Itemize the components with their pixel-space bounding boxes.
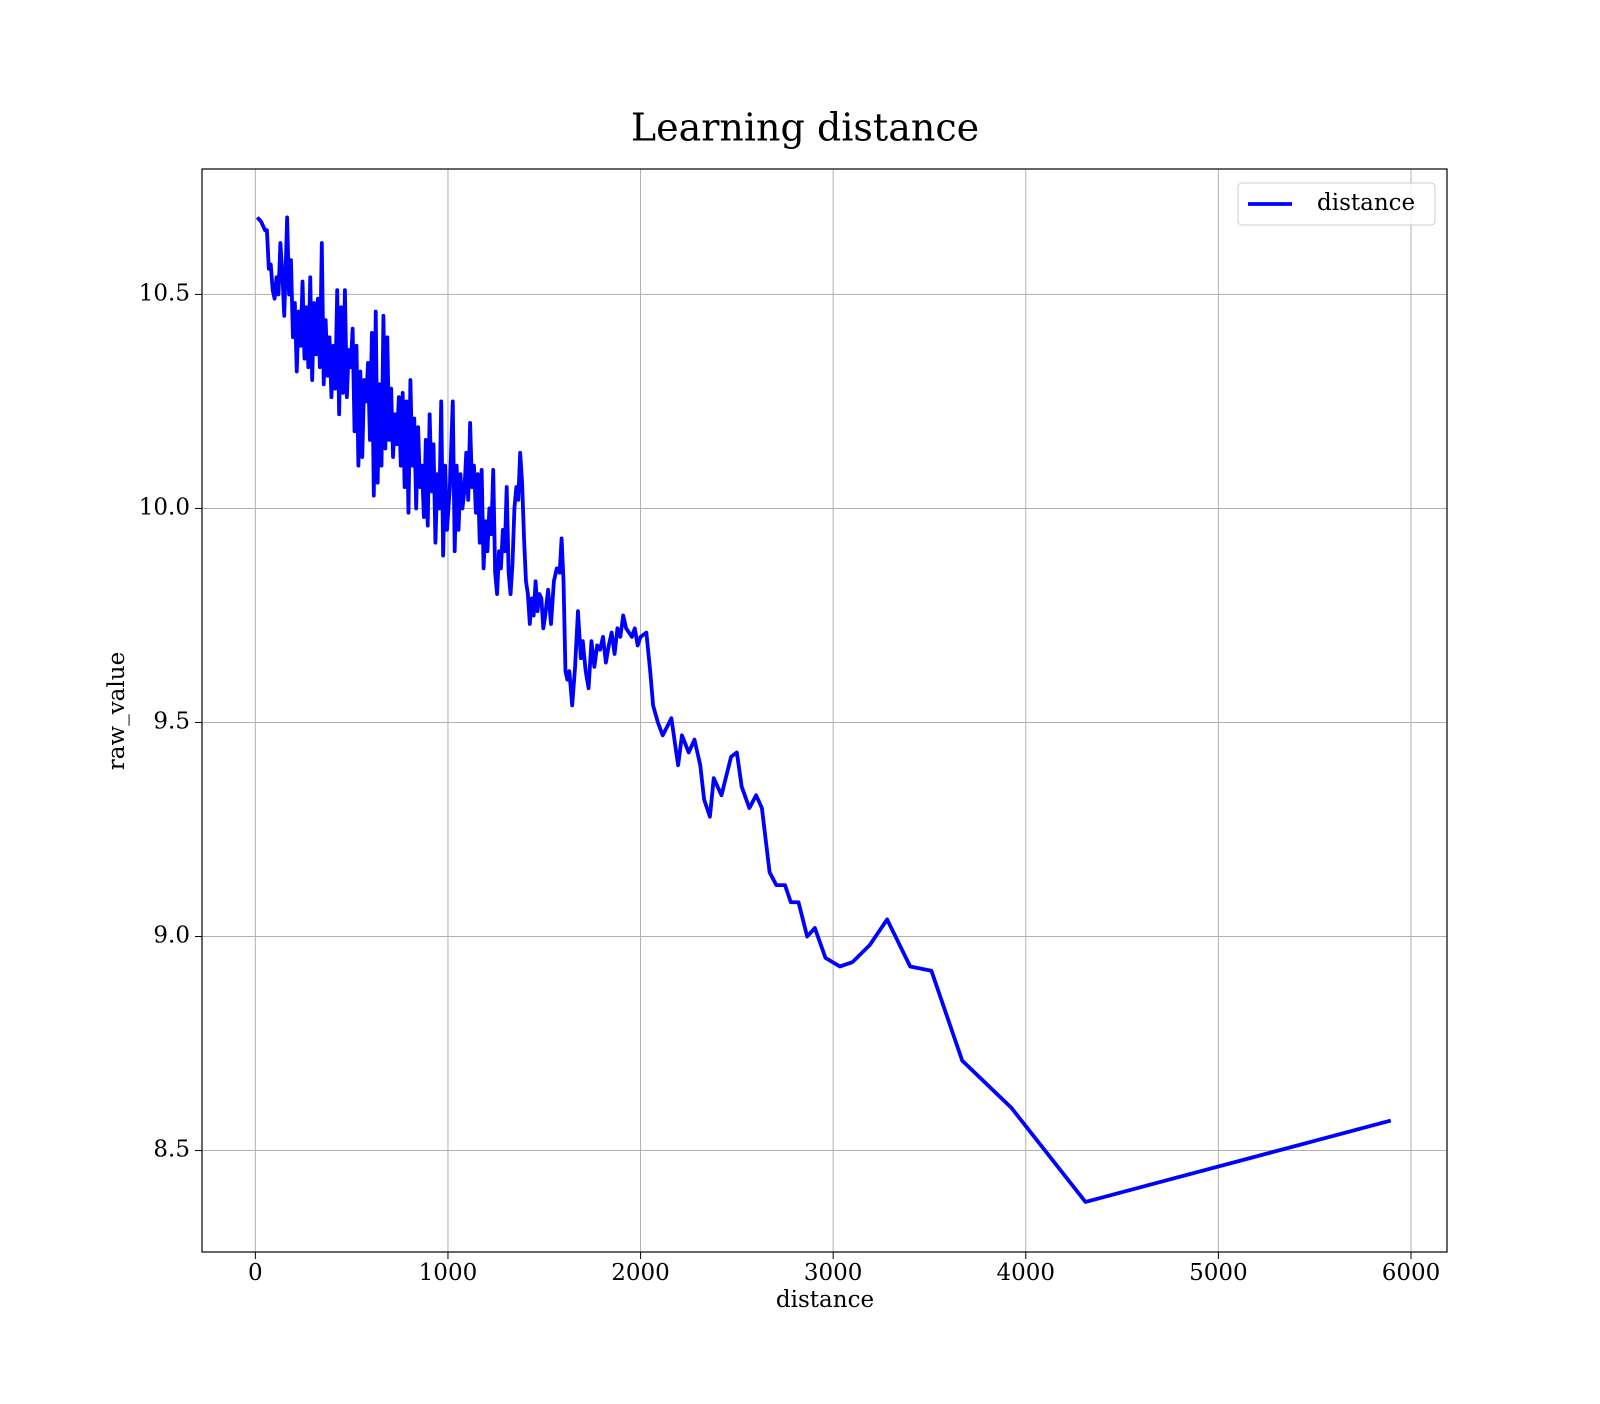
x-tick-label: 0: [248, 1260, 263, 1286]
y-tick-label: 8.5: [153, 1137, 190, 1163]
x-tick-label: 5000: [1189, 1260, 1248, 1286]
x-tick-label: 3000: [804, 1260, 863, 1286]
axes-frame: [201, 168, 1448, 1253]
x-tick-label: 6000: [1382, 1260, 1441, 1286]
y-axis-label: raw_value: [104, 652, 130, 770]
legend-box: [1237, 182, 1436, 226]
y-tick-label: 9.0: [153, 923, 190, 949]
legend-label: distance: [1317, 190, 1415, 216]
x-tick-label: 4000: [996, 1260, 1055, 1286]
x-tick-label: 2000: [611, 1260, 670, 1286]
y-tick-label: 10.0: [139, 494, 190, 520]
chart-title: Learning distance: [631, 106, 979, 150]
y-tick-label: 10.5: [139, 280, 190, 306]
x-axis-label: distance: [776, 1287, 874, 1313]
y-tick-label: 9.5: [153, 708, 190, 734]
data-line: [255, 215, 1392, 1204]
x-tick-label: 1000: [419, 1260, 478, 1286]
